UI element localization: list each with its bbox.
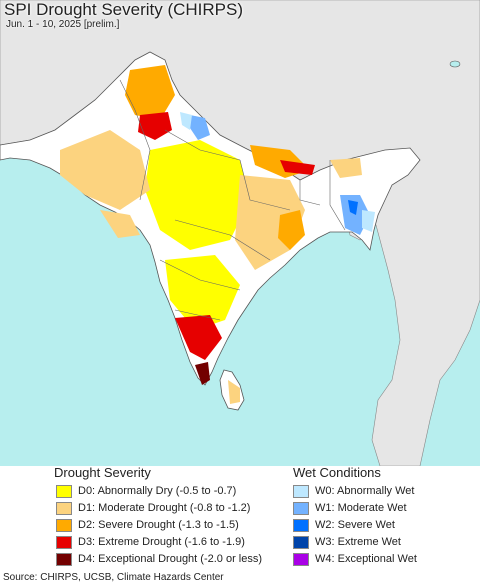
map-title: SPI Drought Severity (CHIRPS) <box>4 0 244 19</box>
drought-legend-item: D3: Extreme Drought (-1.6 to -1.9) <box>56 534 245 550</box>
wet-legend-item: W2: Severe Wet <box>293 517 395 533</box>
drought-legend-swatch <box>56 484 72 498</box>
lake <box>449 60 461 68</box>
wet-legend-swatch <box>293 501 309 515</box>
wet-legend-item: W0: Abnormally Wet <box>293 483 414 499</box>
wet-legend-item: W1: Moderate Wet <box>293 500 407 516</box>
wet-legend-swatch <box>293 552 309 566</box>
wet-legend-swatch <box>293 535 309 549</box>
source-credit: Source: CHIRPS, UCSB, Climate Hazards Ce… <box>3 572 224 583</box>
drought-legend-title: Drought Severity <box>54 465 151 480</box>
drought-legend-item: D4: Exceptional Drought (-2.0 or less) <box>56 551 262 567</box>
drought-legend-label: D4: Exceptional Drought (-2.0 or less) <box>78 553 263 565</box>
map-subtitle: Jun. 1 - 10, 2025 [prelim.] <box>6 19 120 30</box>
wet-legend-swatch <box>293 518 309 532</box>
drought-legend-label: D0: Abnormally Dry (-0.5 to -0.7) <box>78 485 237 497</box>
drought-legend-label: D2: Severe Drought (-1.3 to -1.5) <box>78 519 239 531</box>
wet-legend-label: W2: Severe Wet <box>315 519 395 531</box>
drought-legend-item: D2: Severe Drought (-1.3 to -1.5) <box>56 517 239 533</box>
drought-legend-item: D1: Moderate Drought (-0.8 to -1.2) <box>56 500 250 516</box>
borders <box>119 79 346 321</box>
wet-legend-swatch <box>293 484 309 498</box>
drought-legend-label: D3: Extreme Drought (-1.6 to -1.9) <box>78 536 245 548</box>
wet-legend-item: W4: Exceptional Wet <box>293 551 417 567</box>
drought-legend-swatch <box>56 518 72 532</box>
drought-legend-swatch <box>56 501 72 515</box>
drought-legend-item: D0: Abnormally Dry (-0.5 to -0.7) <box>56 483 236 499</box>
drought-legend-label: D1: Moderate Drought (-0.8 to -1.2) <box>78 502 251 514</box>
drought-legend-swatch <box>56 535 72 549</box>
wet-legend-label: W0: Abnormally Wet <box>315 485 415 497</box>
wet-legend-label: W3: Extreme Wet <box>315 536 401 548</box>
wet-patches <box>180 112 375 235</box>
drought-legend-swatch <box>56 552 72 566</box>
drought-map <box>0 0 480 466</box>
drought-patches <box>60 65 362 404</box>
wet-legend-item: W3: Extreme Wet <box>293 534 401 550</box>
wet-legend-title: Wet Conditions <box>293 465 381 480</box>
wet-legend-label: W1: Moderate Wet <box>315 502 407 514</box>
wet-legend-label: W4: Exceptional Wet <box>315 553 417 565</box>
map <box>0 0 480 466</box>
